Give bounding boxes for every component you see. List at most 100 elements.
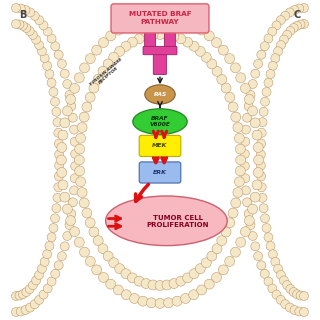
- Circle shape: [253, 168, 263, 178]
- Circle shape: [47, 233, 56, 242]
- Circle shape: [189, 269, 199, 279]
- FancyBboxPatch shape: [164, 26, 175, 52]
- Circle shape: [57, 252, 66, 260]
- Circle shape: [70, 227, 80, 236]
- Circle shape: [236, 155, 246, 165]
- Circle shape: [189, 20, 199, 30]
- Circle shape: [45, 69, 54, 78]
- Circle shape: [217, 75, 227, 84]
- Circle shape: [121, 290, 131, 300]
- FancyBboxPatch shape: [111, 4, 209, 33]
- Circle shape: [240, 149, 249, 158]
- Circle shape: [281, 11, 290, 20]
- Circle shape: [85, 92, 95, 102]
- Circle shape: [121, 269, 131, 279]
- Circle shape: [260, 42, 269, 51]
- Circle shape: [300, 4, 308, 12]
- Circle shape: [69, 186, 78, 195]
- Circle shape: [103, 59, 113, 69]
- Circle shape: [252, 130, 262, 140]
- Circle shape: [51, 269, 60, 278]
- Circle shape: [66, 94, 76, 104]
- Circle shape: [285, 303, 294, 312]
- Circle shape: [274, 47, 283, 56]
- Text: ERK: ERK: [153, 170, 167, 175]
- Circle shape: [26, 303, 35, 312]
- Circle shape: [258, 118, 267, 127]
- Circle shape: [98, 66, 108, 76]
- Circle shape: [197, 285, 207, 295]
- Circle shape: [70, 174, 79, 183]
- Circle shape: [85, 54, 95, 64]
- Circle shape: [47, 277, 56, 286]
- Circle shape: [76, 177, 85, 187]
- Circle shape: [76, 133, 85, 143]
- Circle shape: [12, 308, 20, 316]
- Circle shape: [292, 21, 301, 30]
- Circle shape: [89, 83, 99, 93]
- Circle shape: [217, 236, 227, 245]
- Circle shape: [231, 198, 241, 208]
- Circle shape: [244, 216, 254, 226]
- Circle shape: [57, 60, 66, 68]
- Circle shape: [25, 284, 34, 293]
- Circle shape: [54, 128, 63, 137]
- Circle shape: [93, 75, 103, 84]
- Circle shape: [82, 208, 92, 218]
- Circle shape: [115, 46, 125, 56]
- Circle shape: [176, 34, 186, 44]
- Circle shape: [236, 73, 246, 83]
- Circle shape: [70, 83, 80, 93]
- Circle shape: [53, 118, 62, 127]
- Circle shape: [45, 242, 54, 251]
- Circle shape: [260, 214, 269, 223]
- Circle shape: [242, 125, 251, 134]
- Circle shape: [164, 12, 173, 22]
- Circle shape: [257, 128, 266, 137]
- Circle shape: [264, 34, 273, 43]
- Circle shape: [39, 290, 48, 299]
- Circle shape: [271, 54, 280, 63]
- Ellipse shape: [145, 85, 175, 104]
- Circle shape: [204, 279, 214, 289]
- Circle shape: [54, 50, 63, 59]
- Text: TUMOR CELL
PROLIFERATION: TUMOR CELL PROLIFERATION: [146, 215, 209, 228]
- Circle shape: [290, 5, 299, 14]
- Circle shape: [235, 133, 244, 143]
- Circle shape: [75, 155, 84, 165]
- Circle shape: [218, 45, 228, 55]
- Circle shape: [92, 265, 102, 275]
- Circle shape: [39, 21, 48, 30]
- Circle shape: [32, 35, 41, 44]
- Circle shape: [21, 306, 30, 315]
- Circle shape: [68, 198, 77, 207]
- Circle shape: [259, 107, 268, 116]
- Circle shape: [89, 227, 99, 237]
- Text: RAS: RAS: [153, 92, 167, 97]
- Circle shape: [268, 250, 277, 259]
- Circle shape: [60, 69, 69, 78]
- Circle shape: [253, 155, 264, 165]
- Circle shape: [106, 31, 116, 41]
- Circle shape: [62, 204, 72, 214]
- Circle shape: [172, 296, 182, 306]
- Circle shape: [236, 144, 245, 154]
- Circle shape: [240, 227, 250, 237]
- Circle shape: [241, 174, 250, 183]
- Circle shape: [98, 244, 108, 254]
- Circle shape: [51, 42, 60, 51]
- Circle shape: [155, 12, 165, 22]
- Text: TYROSIN KINASE
RECIPTOR: TYROSIN KINASE RECIPTOR: [89, 57, 126, 90]
- Circle shape: [248, 231, 257, 241]
- Circle shape: [243, 113, 252, 122]
- Circle shape: [54, 261, 63, 270]
- Circle shape: [260, 269, 269, 278]
- Circle shape: [49, 88, 58, 97]
- Circle shape: [82, 102, 92, 112]
- Circle shape: [106, 279, 116, 289]
- Circle shape: [169, 279, 179, 289]
- Circle shape: [180, 293, 190, 303]
- Circle shape: [257, 172, 266, 181]
- Circle shape: [77, 188, 87, 197]
- Circle shape: [52, 107, 61, 116]
